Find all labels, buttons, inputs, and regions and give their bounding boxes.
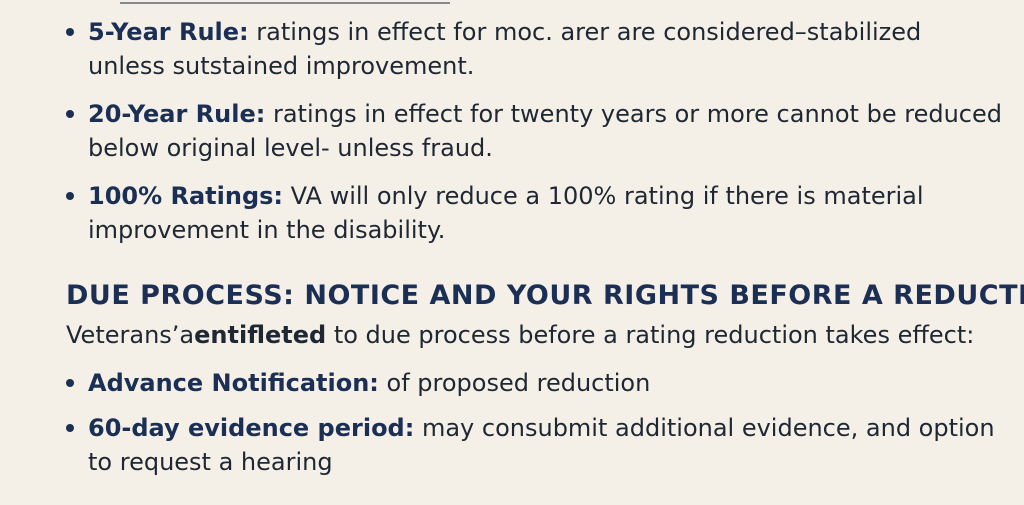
bullet-icon [66,110,74,118]
rule-term: 100% Ratings: [88,182,284,210]
due-process-term: 60-day evidence period: [88,414,415,442]
intro-text-start: Veterans’a [66,321,195,349]
due-process-first-line: Advance Notification: of proposed reduct… [88,369,650,398]
due-process-heading: DUE PROCESS: NOTICE AND YOUR RIGHTS BEFO… [66,280,1024,311]
rule-text: ratings in effect for twenty years or mo… [265,100,1002,128]
intro-emphasis: entifleted [194,321,327,349]
rule-text: ratings in effect for moc. arer are cons… [248,18,922,46]
rule-term: 20-Year Rule: [88,100,266,128]
rule-first-line: 100% Ratings: VA will only reduce a 100%… [88,182,924,211]
due-process-text: of proposed reduction [378,369,651,397]
rule-first-line: 20-Year Rule: ratings in effect for twen… [88,100,1002,129]
partially-visible-line [120,0,450,4]
rule-first-line: 5-Year Rule: ratings in effect for moc. … [88,18,921,47]
rule-term: 5-Year Rule: [88,18,249,46]
bullet-icon [66,28,74,36]
bullet-icon [66,192,74,200]
due-process-term: Advance Notification: [88,369,379,397]
due-process-first-line: 60-day evidence period: may consubmit ad… [88,414,995,443]
bullet-icon [66,424,74,432]
bullet-icon [66,379,74,387]
rule-continuation-line: below original level- unless fraud. [88,134,493,162]
rule-continuation-line: improvement in the disability. [88,216,446,244]
due-process-intro: Veterans’aentifleted to due process befo… [66,321,974,350]
due-process-continuation-line: to request a hearing [88,448,333,476]
rule-continuation-line: unless sutstained improvement. [88,52,475,80]
rule-text: VA will only reduce a 100% rating if the… [283,182,924,210]
intro-text-end: to due process before a rating reduction… [326,321,975,349]
due-process-text: may consubmit additional evidence, and o… [414,414,995,442]
